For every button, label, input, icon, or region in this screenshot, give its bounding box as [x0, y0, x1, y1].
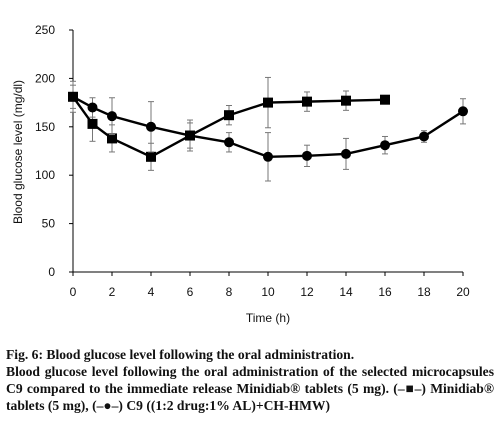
data-point-circle: [380, 140, 390, 151]
x-tick-label: 6: [187, 285, 194, 299]
data-point-square: [146, 151, 156, 162]
data-point-square: [380, 94, 390, 105]
data-point-circle: [87, 102, 98, 113]
data-point-circle: [302, 150, 312, 161]
y-tick-label: 100: [35, 168, 55, 182]
x-tick-label: 20: [456, 285, 470, 299]
data-point-circle: [419, 131, 429, 142]
caption-title: Fig. 6: Blood glucose level following th…: [6, 347, 355, 362]
y-axis-label: Blood glucose level (mg/dl): [11, 80, 25, 224]
x-axis-label: Time (h): [246, 311, 290, 325]
y-tick-label: 250: [35, 23, 55, 37]
y-tick-label: 0: [48, 265, 55, 279]
data-point-circle: [341, 148, 351, 159]
data-point-square: [263, 97, 273, 108]
data-point-circle: [107, 111, 117, 122]
series-circle: [68, 80, 468, 182]
x-tick-labels: 0 2 4 6 8 10 12 14 16 18 20: [70, 285, 470, 299]
y-tick-label: 200: [35, 71, 55, 85]
data-point-square: [107, 133, 117, 144]
data-point-square: [224, 110, 234, 121]
x-tick-label: 10: [261, 285, 275, 299]
x-tick-label: 16: [378, 285, 392, 299]
axes: [69, 29, 464, 276]
series-layer: [68, 76, 468, 182]
data-point-circle: [146, 121, 156, 132]
data-point-circle: [263, 151, 273, 162]
y-tick-label: 150: [35, 120, 55, 134]
series-line: [72, 96, 386, 159]
data-point-circle: [185, 130, 195, 141]
x-tick-label: 0: [70, 285, 77, 299]
data-point-circle: [224, 137, 234, 148]
x-tick-label: 18: [417, 285, 431, 299]
data-point-square: [87, 118, 98, 129]
data-point-square: [302, 96, 312, 107]
x-tick-label: 2: [109, 285, 116, 299]
x-tick-label: 14: [339, 285, 353, 299]
y-tick-labels: 0 50 100 150 200 250: [35, 23, 55, 279]
data-point-square: [341, 95, 351, 106]
y-tick-label: 50: [42, 217, 56, 231]
x-tick-label: 8: [226, 285, 233, 299]
x-tick-label: 4: [148, 285, 155, 299]
data-point-circle: [458, 106, 468, 117]
data-point-circle: [68, 91, 78, 102]
chart: 0 50 100 150 200 250 0 2 4 6 8 10 12 14 16 18 20 Blood …: [11, 23, 470, 325]
figure-caption: Fig. 6: Blood glucose level following th…: [6, 346, 494, 414]
caption-text: Blood glucose level following the oral a…: [6, 364, 494, 413]
x-tick-label: 12: [300, 285, 314, 299]
